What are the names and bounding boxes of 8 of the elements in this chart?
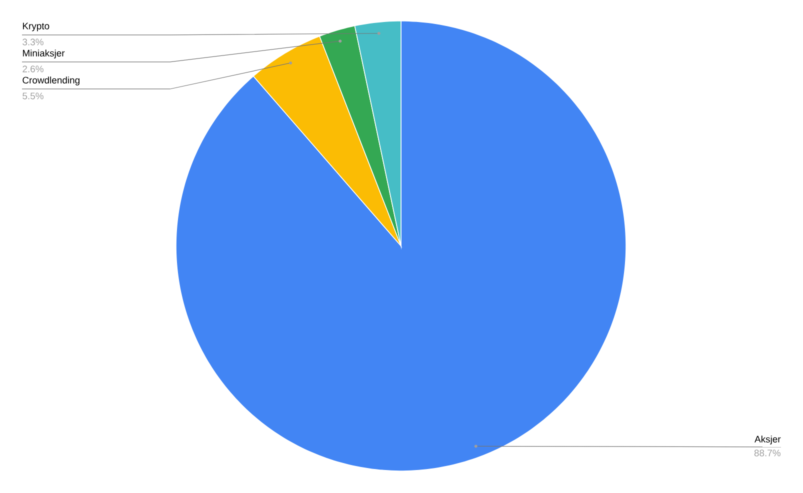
data-label: 3.3% [22,38,44,46]
slice-label: Aksjer [754,436,781,444]
data-label: 5.5% [22,92,44,100]
slice-label: Krypto [22,22,50,32]
data-label: 88.7% [754,450,780,456]
data-label: 2.6% [22,66,44,72]
slice-label: Miniaksjer [22,50,65,58]
slice-label: Crowdlending [22,76,80,86]
